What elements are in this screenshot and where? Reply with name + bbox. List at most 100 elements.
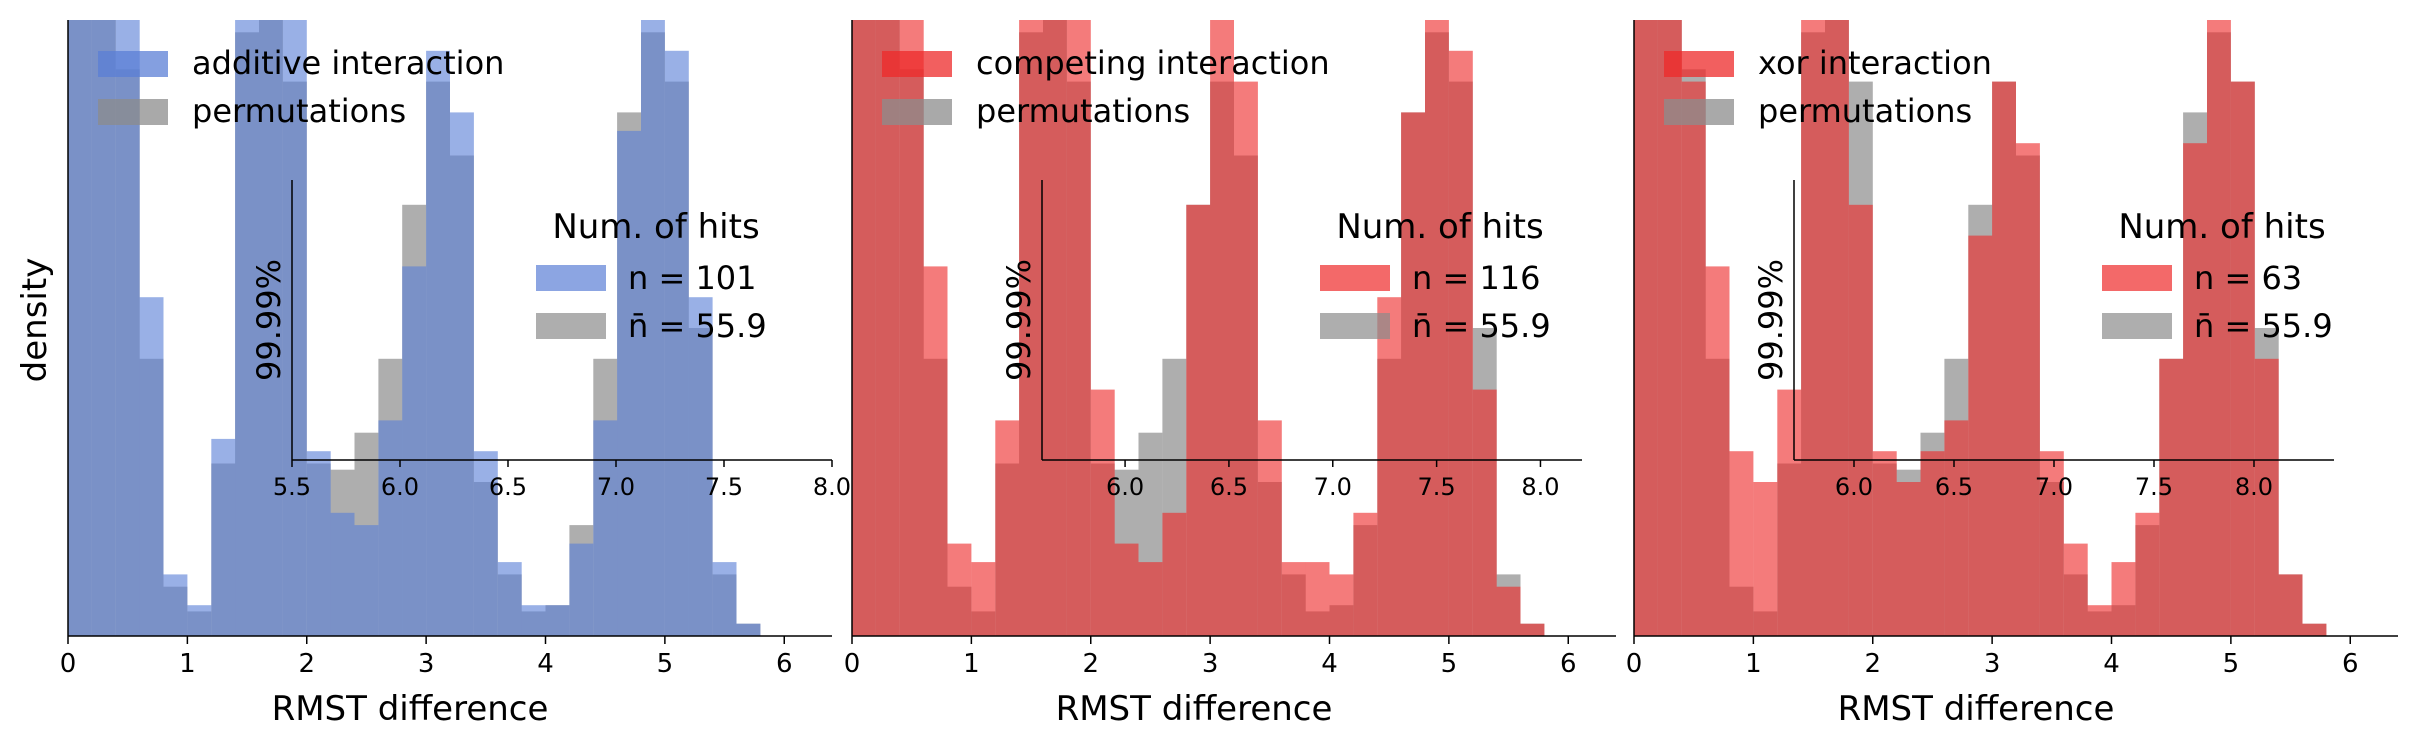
x-tick-label: 4: [1321, 649, 1338, 679]
histogram-bar: [1944, 420, 1969, 636]
x-tick-label: 6: [2342, 649, 2359, 679]
legend-swatch: [98, 99, 168, 125]
histogram-bar: [1210, 20, 1234, 636]
histogram-bar: [426, 50, 450, 637]
histogram-bar: [1705, 266, 1730, 636]
inset-y-label: 99.99%: [1752, 259, 1790, 381]
histogram-bar: [1448, 50, 1473, 637]
histogram-bar: [593, 420, 618, 636]
x-tick-label: 1: [179, 649, 196, 679]
legend-hits-swatch: [1320, 313, 1390, 339]
histogram-bar: [2039, 451, 2064, 636]
histogram-bar: [545, 605, 570, 636]
inset-x-tick-label: 8.0: [1521, 473, 1559, 501]
histogram-bar: [2230, 81, 2255, 637]
histogram-bar: [282, 20, 307, 636]
histogram-bar: [2302, 623, 2327, 636]
inset-x-tick-label: 7.5: [705, 473, 743, 501]
histogram-bar: [1162, 512, 1187, 636]
histogram-bar: [1848, 204, 1873, 637]
inset-x-tick-label: 6.5: [489, 473, 527, 501]
legend-hits-swatch: [1320, 265, 1390, 291]
inset-x-tick-label: 7.5: [2135, 473, 2173, 501]
histogram-bar: [378, 420, 403, 636]
histogram-bar: [2111, 562, 2136, 636]
histogram-bar: [1186, 204, 1211, 637]
histogram-bar: [2135, 512, 2160, 636]
legend-swatch: [1664, 51, 1734, 77]
histogram-bar: [688, 297, 713, 636]
x-tick-label: 1: [1745, 649, 1762, 679]
histogram-bar: [187, 605, 212, 636]
histogram-bar: [971, 562, 996, 636]
legend-swatch: [882, 51, 952, 77]
x-tick-label: 2: [298, 649, 315, 679]
histogram-bar: [68, 20, 92, 636]
inset: 6.0 6.5 7.0 7.5 8.0 99.99%: [1000, 180, 1582, 501]
histogram-bar: [875, 20, 900, 636]
panel-1: 0 1 2 3 4 5 6 RMST difference additive interacti…: [60, 20, 851, 729]
x-tick-label: 5: [2223, 649, 2240, 679]
legend-hits-title: Num. of hits: [2118, 207, 2325, 247]
inset: 6.0 6.5 7.0 7.5 8.0 99.99%: [1752, 180, 2334, 501]
legend-label: permutations: [1758, 92, 1972, 130]
histogram-bar: [330, 512, 355, 636]
x-tick-label: 6: [776, 649, 793, 679]
x-tick-label: 3: [418, 649, 435, 679]
histogram-bar: [1872, 451, 1897, 636]
legend-hits-swatch: [536, 265, 606, 291]
histogram-bar: [1138, 562, 1163, 636]
histogram-bar: [995, 420, 1020, 636]
histogram-bar: [1681, 81, 1706, 637]
histogram-bar: [1729, 451, 1754, 636]
histogram-bar: [1019, 20, 1043, 636]
legend-hits: Num. of hits n = 116 n̄ = 55.9: [1320, 207, 1551, 345]
legend-hits-label: n̄ = 55.9: [628, 307, 767, 345]
histogram-bar: [91, 20, 116, 636]
x-tick-label: 5: [1441, 649, 1458, 679]
histogram-bar: [1896, 482, 1921, 636]
legend-swatch: [98, 51, 168, 77]
histogram-bar: [1234, 81, 1258, 637]
histogram-bar: [1401, 112, 1425, 636]
histogram-bar: [1066, 20, 1091, 636]
x-tick-label: 1: [963, 649, 980, 679]
legend-top: competing interaction permutations: [882, 44, 1330, 130]
x-axis-label: RMST difference: [1838, 689, 2115, 729]
inset-x-tick-label: 7.0: [1314, 473, 1352, 501]
histogram-bar: [664, 50, 689, 637]
histogram-bar: [1496, 586, 1521, 636]
histogram-bar: [1043, 20, 1067, 636]
histogram-bar: [2183, 143, 2207, 636]
inset-x-tick-label: 7.0: [2035, 473, 2073, 501]
histogram-bar: [2016, 143, 2040, 636]
x-tick-label: 0: [60, 649, 77, 679]
histogram-bar: [947, 543, 972, 636]
inset-x-tick-label: 6.5: [1935, 473, 1973, 501]
histogram-bar: [1353, 512, 1378, 636]
x-tick-label: 3: [1202, 649, 1219, 679]
legend-label: permutations: [976, 92, 1190, 130]
legend-hits: Num. of hits n = 101 n̄ = 55.9: [536, 207, 767, 345]
histogram-bar: [402, 266, 427, 636]
legend-hits-label: n = 63: [2194, 259, 2302, 297]
histogram-bar: [899, 20, 924, 636]
legend-hits-label: n̄ = 55.9: [1412, 307, 1551, 345]
x-tick-label: 2: [1864, 649, 1881, 679]
inset-x-tick-label: 8.0: [2235, 473, 2273, 501]
x-axis-label: RMST difference: [1056, 689, 1333, 729]
histogram-bar: [306, 451, 331, 636]
histogram-bar: [1825, 20, 1849, 636]
histogram-bar: [1329, 574, 1354, 636]
inset-x-tick-label: 8.0: [813, 473, 851, 501]
histogram-bar: [2087, 605, 2112, 636]
panel-3: 0 1 2 3 4 5 6 RMST difference xor interaction per…: [1626, 20, 2398, 729]
inset: 5.5 6.0 6.5 7.0 7.5 8.0 99.99%: [250, 180, 851, 501]
x-tick-label: 3: [1984, 649, 2001, 679]
histogram-bar: [473, 451, 498, 636]
histogram-bar: [115, 20, 140, 636]
histogram-bar: [569, 543, 594, 636]
legend-top: xor interaction permutations: [1664, 44, 1992, 130]
legend-swatch: [882, 99, 952, 125]
